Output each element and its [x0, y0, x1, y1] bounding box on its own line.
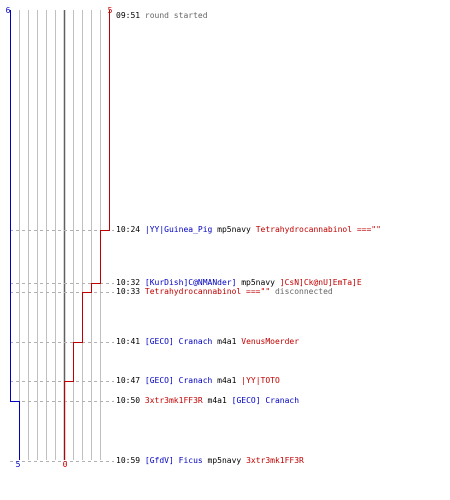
event-time: 10:32 — [116, 278, 145, 287]
event-guide-lines — [10, 230, 114, 462]
event-text: VenusMoerder — [241, 337, 300, 346]
event-log-row: 10:24 |YY|Guinea_Pig mp5navy Tetrahydroc… — [116, 225, 381, 235]
event-log-row: 10:50 3xtr3mk1FF3R m4a1 [GECO] Cranach — [116, 396, 299, 406]
event-time: 10:59 — [116, 456, 145, 465]
event-log-row: 10:41 [GECO] Cranach m4a1 VenusMoerder — [116, 337, 299, 347]
event-log-row: 10:33 Tetrahydrocannabinol ==="" disconn… — [116, 287, 333, 297]
event-text: |YY|Guinea_Pig — [144, 225, 218, 234]
event-log-row: 10:32 [KurDish]C@NMANder] mp5navy ]CsN]C… — [116, 278, 362, 288]
event-text: mp5navy — [207, 456, 247, 465]
event-time: 10:50 — [116, 396, 145, 405]
event-text: ]CsN]Ck@nU]EmTa]E — [279, 278, 362, 287]
blue-team-score-line — [10, 10, 20, 460]
event-time: 10:24 — [116, 225, 145, 234]
event-text: m4a1 — [217, 337, 242, 346]
red-team-score-line — [64, 10, 110, 460]
event-text: |YY|TOTO — [241, 376, 280, 385]
event-text: [GECO] Cranach — [231, 396, 300, 405]
red-team-start-score: 5 — [108, 6, 113, 15]
event-text: 3xtr3mk1FF3R — [246, 456, 304, 465]
event-text: round started — [144, 11, 208, 20]
event-text: 3xtr3mk1FF3R — [144, 396, 208, 405]
event-time: 10:47 — [116, 376, 145, 385]
event-text: [GECO] Cranach — [144, 337, 218, 346]
event-text: m4a1 — [207, 396, 232, 405]
event-log-row: 10:59 [GfdV] Ficus mp5navy 3xtr3mk1FF3R — [116, 456, 304, 466]
event-text: m4a1 — [217, 376, 242, 385]
event-text: mp5navy — [241, 278, 280, 287]
event-text: Tetrahydrocannabinol ==="" — [144, 287, 275, 296]
event-time: 09:51 — [116, 11, 145, 20]
event-text: [GECO] Cranach — [144, 376, 218, 385]
event-text: mp5navy — [217, 225, 256, 234]
blue-team-start-score: 6 — [6, 6, 11, 15]
grid-lines — [19, 10, 101, 460]
event-time: 10:41 — [116, 337, 145, 346]
event-text: [KurDish]C@NMANder] — [144, 278, 242, 287]
red-team-end-score: 0 — [63, 460, 68, 469]
event-text: [GfdV] Ficus — [144, 456, 208, 465]
event-log-row: 09:51 round started — [116, 11, 208, 21]
event-text: Tetrahydrocannabinol ==="" — [255, 225, 381, 234]
event-log-row: 10:47 [GECO] Cranach m4a1 |YY|TOTO — [116, 376, 280, 386]
blue-team-end-score: 5 — [16, 460, 21, 469]
event-text: disconnected — [274, 287, 333, 296]
event-time: 10:33 — [116, 287, 145, 296]
